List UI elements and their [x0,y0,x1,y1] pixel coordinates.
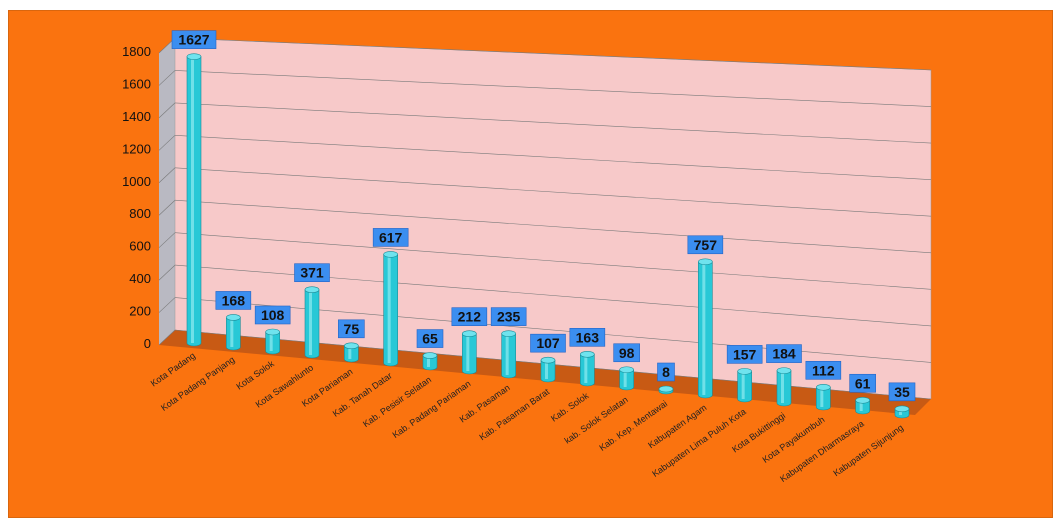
data-label-box [569,328,606,347]
bar [776,367,792,407]
data-label: 168 [222,292,246,308]
data-label: 61 [855,375,871,391]
bar [580,351,595,387]
bar [383,251,398,367]
data-label: 157 [733,346,757,362]
bar [265,328,280,355]
bar [422,352,438,371]
data-label-box [451,307,488,326]
gridline-side [158,297,176,313]
data-label-box [613,343,640,363]
bar [226,314,241,351]
bar [501,330,516,379]
x-tick-label: Kota Padang Panjang [159,354,236,412]
data-label: 1627 [178,32,209,48]
data-label: 235 [497,309,521,325]
gridline-side [158,70,176,86]
data-label-box [416,329,444,348]
data-label-box [657,362,675,382]
y-tick-label: 200 [129,304,151,319]
data-label: 108 [261,307,285,323]
bar [855,396,870,415]
data-label-box [254,305,291,325]
data-label-box [338,319,365,339]
data-label: 107 [536,335,560,351]
bar [540,356,556,383]
gridline-side [158,167,176,183]
data-label: 98 [619,345,635,361]
data-label: 112 [812,362,835,378]
gridline-side [158,200,176,216]
data-label-box [372,228,409,247]
chart-area: 0 200 400 600 800 1000 1200 1400 1600 1800 1627 Kot… [8,10,1053,518]
data-label-box [215,291,252,310]
bar [698,258,713,399]
data-label-box [490,307,527,326]
data-label: 617 [379,229,403,245]
bar [816,383,831,411]
gridline [174,232,932,290]
x-tick-label: Kab. Padang Pariaman [390,378,472,440]
data-label: 757 [694,237,718,253]
data-label: 371 [300,265,324,281]
data-label-box [766,344,802,363]
gridline-side [158,264,176,281]
gridline [174,37,932,71]
gridline [174,102,932,144]
y-tick-label: 400 [129,271,151,286]
bar [462,330,477,375]
gridline-side [158,135,176,151]
data-label: 75 [344,321,360,337]
bar [658,385,674,395]
data-label-box [888,382,916,402]
gridline-side [158,329,176,346]
y-tick-label: 1000 [122,174,151,189]
data-label: 65 [422,331,438,347]
bar [894,405,910,419]
bar [304,286,320,359]
data-label: 212 [458,309,482,325]
bar-chart: 0 200 400 600 800 1000 1200 1400 1600 1800 1627 Kot… [122,30,932,484]
x-tick-label: Kab. Solok [549,390,591,423]
gridline [174,70,932,107]
data-label-box [294,263,330,283]
y-tick-label: 600 [129,239,151,254]
data-label: 35 [894,384,910,400]
x-tick-label: Kabupaten Lima Puluh Kota [650,406,748,478]
y-tick-label: 800 [129,206,151,221]
y-tick-label: 1400 [122,109,151,124]
x-tick-label: Kabupaten Dharmasraya [778,418,866,484]
gridline [174,135,932,180]
side-wall [159,38,175,345]
data-label-box [171,30,217,49]
gridline-side [158,232,176,248]
data-label-box [805,360,842,380]
y-tick-label: 1200 [122,141,151,156]
data-label-box [530,333,566,353]
data-label: 8 [662,364,670,380]
gridline [174,167,932,217]
bar [619,366,634,391]
data-label-box [687,235,724,255]
y-tick-label: 1800 [122,44,151,59]
x-tick-label: Kota Solok [234,358,276,391]
bar [737,368,752,403]
y-tick-label: 0 [144,336,151,351]
data-label: 184 [772,346,796,362]
bar [186,53,202,347]
gridline [174,297,932,363]
bar [344,342,359,363]
data-label-box [726,345,763,364]
y-tick-label: 1600 [122,76,151,91]
gridline [174,199,932,254]
data-label-box [849,373,876,393]
gridline-side [158,102,176,119]
data-label: 163 [576,329,600,345]
